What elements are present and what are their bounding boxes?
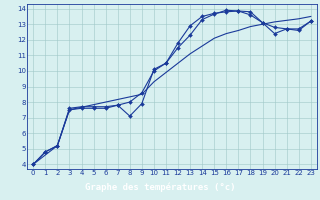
- Text: Graphe des températures (°c): Graphe des températures (°c): [85, 182, 235, 192]
